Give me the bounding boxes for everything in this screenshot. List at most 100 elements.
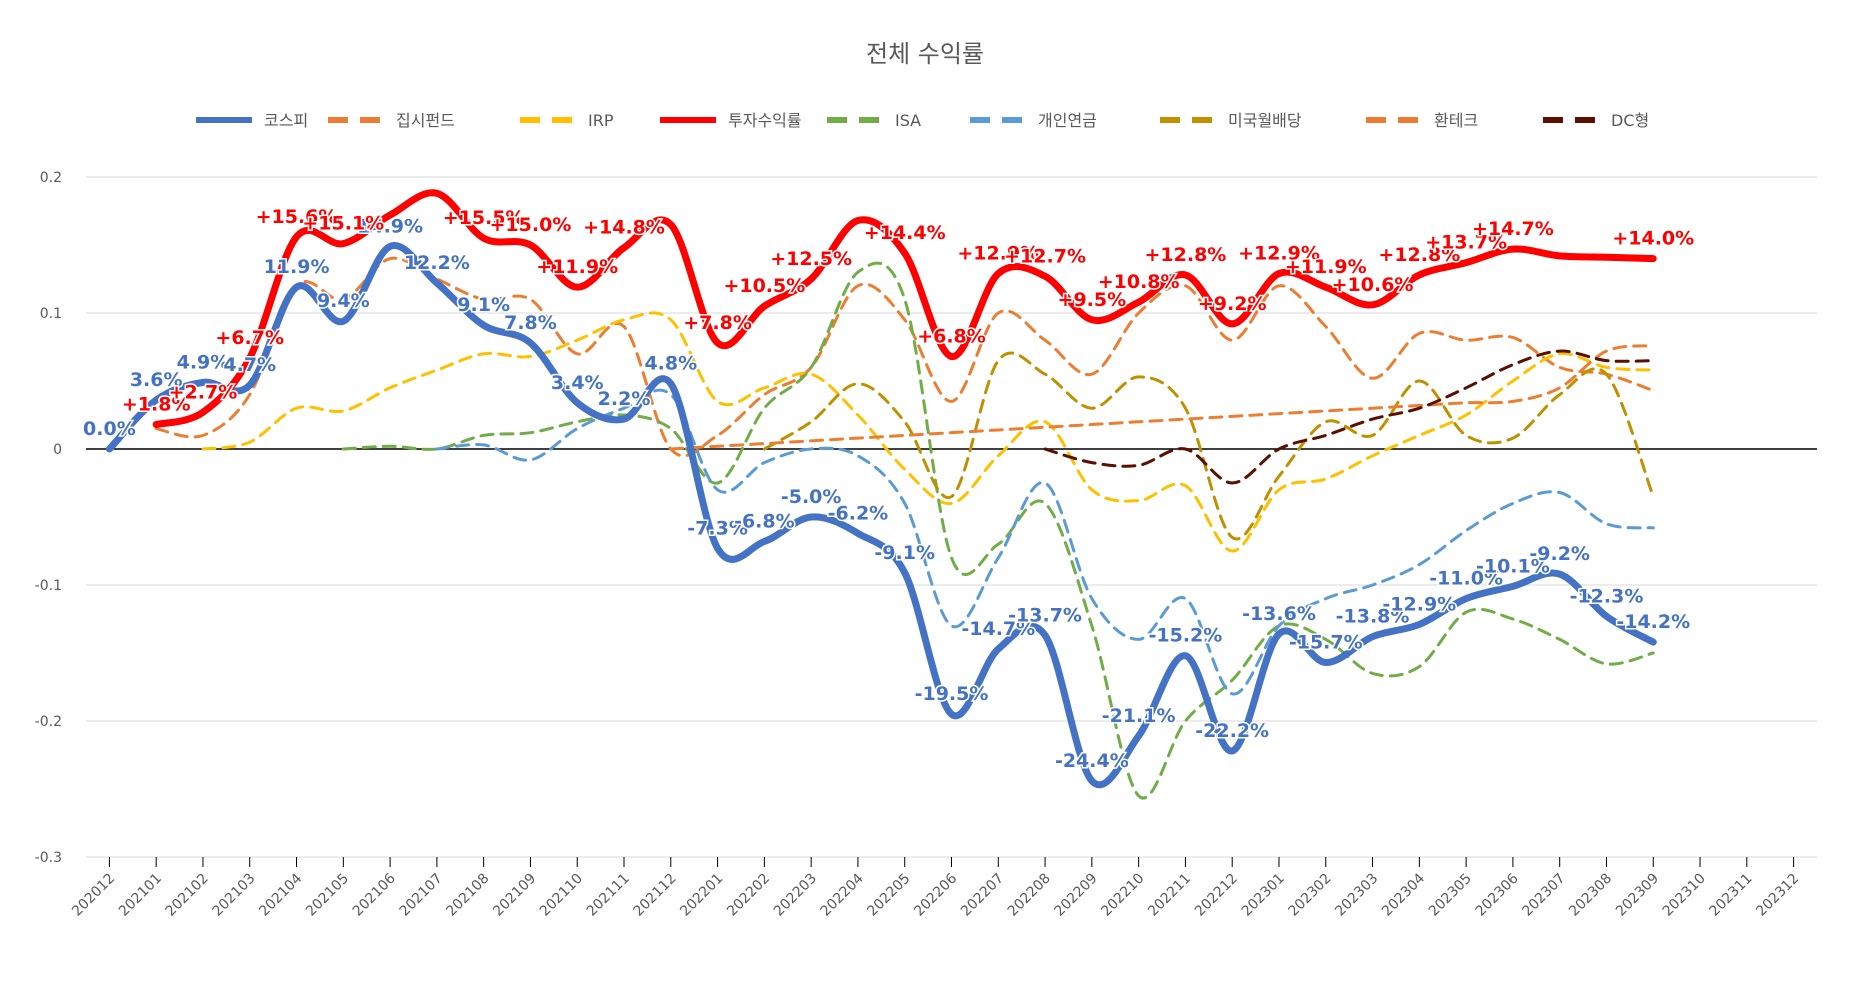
data-label: +12.9% <box>957 243 1039 265</box>
series-line <box>152 189 1657 429</box>
data-label: -11.0% <box>1429 568 1503 590</box>
x-tick-label: 202107 <box>397 871 446 920</box>
x-tick-label: 202305 <box>1426 871 1475 920</box>
data-label: 4.8% <box>644 353 697 375</box>
data-label: 11.9% <box>264 256 330 278</box>
data-label: -12.3% <box>1570 585 1644 607</box>
chart-title: 전체 수익률 <box>866 40 984 68</box>
data-label: -6.2% <box>828 502 889 524</box>
legend-label: 투자수익률 <box>728 111 802 130</box>
y-tick-label: -0.2 <box>35 714 62 730</box>
x-tick-label: 202109 <box>490 871 539 920</box>
data-label: +12.8% <box>1378 244 1460 266</box>
data-label: +10.6% <box>1332 274 1414 296</box>
data-label: -22.2% <box>1195 720 1269 742</box>
x-tick-label: 202211 <box>1145 871 1194 920</box>
data-label: +10.8% <box>1098 271 1180 293</box>
x-tick-label: 202202 <box>724 871 773 920</box>
x-tick-label: 202206 <box>911 870 960 919</box>
y-tick-label: 0.1 <box>40 306 62 322</box>
legend-label: ISA <box>895 111 921 130</box>
data-label: +12.9% <box>1238 243 1320 265</box>
legend-label: 미국월배당 <box>1228 111 1302 130</box>
data-label: +15.5% <box>443 207 525 229</box>
x-tick-label: 202110 <box>537 871 586 920</box>
data-label: +14.0% <box>1612 228 1694 250</box>
data-label: 12.2% <box>404 252 470 274</box>
legend-label: 코스피 <box>264 111 308 130</box>
x-tick-label: 202106 <box>350 870 399 919</box>
data-label: +12.7% <box>1004 245 1086 267</box>
data-label: 9.4% <box>317 290 370 312</box>
data-label: -6.8% <box>734 510 795 532</box>
data-label: -13.7% <box>1008 604 1082 626</box>
x-tick-label: 202103 <box>209 871 258 920</box>
data-label: +1.8% <box>122 394 191 416</box>
data-label: 4.9% <box>177 351 230 373</box>
data-label: 4.7% <box>223 354 276 376</box>
data-label: +14.4% <box>864 222 946 244</box>
data-label: -14.2% <box>1616 611 1690 633</box>
legend-label: 집시펀드 <box>396 111 455 130</box>
x-tick-label: 202309 <box>1613 871 1662 920</box>
x-tick-label: 202303 <box>1332 871 1381 920</box>
x-tick-label: 202209 <box>1052 871 1101 920</box>
data-label: 9.1% <box>457 294 510 316</box>
legend-label: IRP <box>588 111 614 130</box>
data-label: -24.4% <box>1055 750 1129 772</box>
x-tick-label: 202312 <box>1753 871 1802 920</box>
x-tick-label: 202112 <box>631 871 680 920</box>
data-label: +6.7% <box>215 327 284 349</box>
x-tick-label: 202204 <box>818 870 867 919</box>
data-label: 0.0% <box>83 418 136 440</box>
data-label: +15.6% <box>256 206 338 228</box>
x-tick-label: 202105 <box>303 871 352 920</box>
data-label: -14.7% <box>961 618 1035 640</box>
data-label: -12.9% <box>1382 593 1456 615</box>
series-line <box>435 388 1655 696</box>
data-label: +10.5% <box>723 275 805 297</box>
x-tick-label: 202308 <box>1566 871 1615 920</box>
data-label: +11.9% <box>536 256 618 278</box>
data-label: -13.6% <box>1242 603 1316 625</box>
x-tick-label: 202102 <box>163 871 212 920</box>
series-line <box>762 351 1655 541</box>
x-tick-label: 202212 <box>1192 871 1241 920</box>
y-tick-label: 0 <box>53 442 62 458</box>
legend-label: 개인연금 <box>1038 111 1097 130</box>
series-line <box>105 242 1657 789</box>
data-label: +12.5% <box>770 248 852 270</box>
data-label: 3.4% <box>551 372 604 394</box>
x-tick-label: 202208 <box>1005 871 1054 920</box>
series-line <box>669 344 1655 451</box>
series-line <box>154 256 1655 458</box>
data-label: +13.7% <box>1425 232 1507 254</box>
x-tick-label: 202012 <box>69 871 118 920</box>
x-tick-label: 202306 <box>1473 870 1522 919</box>
x-tick-label: 202104 <box>256 870 305 919</box>
data-label: +14.8% <box>583 217 665 239</box>
data-label: -19.5% <box>915 683 989 705</box>
x-tick-label: 202307 <box>1519 871 1568 920</box>
data-label: +2.7% <box>169 381 238 403</box>
data-label: 3.6% <box>130 369 183 391</box>
series-line <box>341 261 1655 800</box>
y-tick-label: 0.2 <box>40 170 62 186</box>
x-tick-label: 202108 <box>443 871 492 920</box>
x-tick-label: 202302 <box>1285 871 1334 920</box>
data-label: -9.2% <box>1529 543 1590 565</box>
data-label: +11.9% <box>1285 256 1367 278</box>
x-tick-label: 202210 <box>1098 871 1147 920</box>
x-tick-label: 202203 <box>771 871 820 920</box>
data-label: +15.0% <box>490 214 572 236</box>
data-label: +14.7% <box>1472 218 1554 240</box>
x-tick-label: 202301 <box>1239 871 1288 920</box>
data-label: -7.3% <box>687 517 748 539</box>
x-tick-label: 202310 <box>1660 871 1709 920</box>
data-label: +15.1% <box>302 213 384 235</box>
x-tick-label: 202205 <box>864 871 913 920</box>
data-label: -15.2% <box>1149 625 1223 647</box>
data-label: +12.8% <box>1144 244 1226 266</box>
x-tick-label: 202101 <box>116 871 165 920</box>
